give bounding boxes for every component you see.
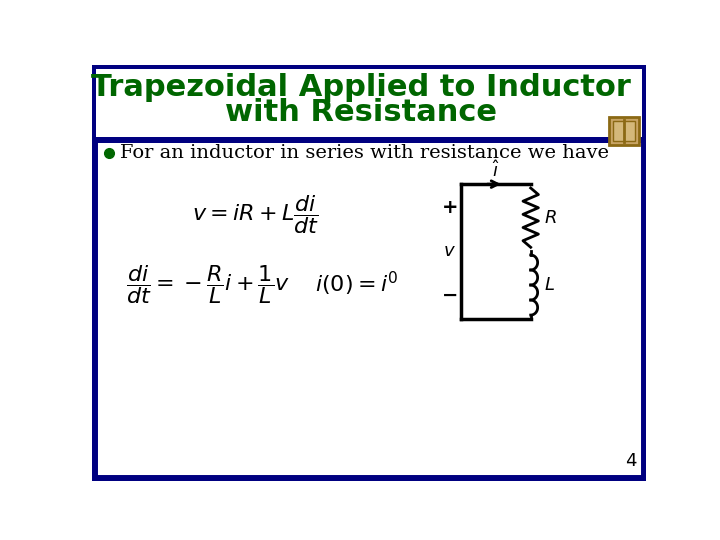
Text: $\hat{\imath}$: $\hat{\imath}$ [492,160,500,181]
Text: $\dfrac{di}{dt} = -\dfrac{R}{L}i + \dfrac{1}{L}v$: $\dfrac{di}{dt} = -\dfrac{R}{L}i + \dfra… [127,263,291,306]
Text: −: − [442,286,459,305]
Text: Trapezoidal Applied to Inductor: Trapezoidal Applied to Inductor [91,73,631,103]
Text: L: L [544,276,554,294]
Text: v: v [444,242,454,260]
Text: with Resistance: with Resistance [225,98,498,127]
Bar [613,121,634,141]
Bar [609,117,639,145]
Bar [96,70,642,137]
Text: $v = iR + L\dfrac{di}{dt}$: $v = iR + L\dfrac{di}{dt}$ [192,193,319,237]
Text: For an inductor in series with resistance we have: For an inductor in series with resistanc… [120,144,608,163]
Text: +: + [442,198,459,217]
Text: $i(0) = i^0$: $i(0) = i^0$ [315,270,399,298]
Text: 4: 4 [626,452,637,470]
Bar [96,137,642,143]
Text: R: R [544,208,557,227]
